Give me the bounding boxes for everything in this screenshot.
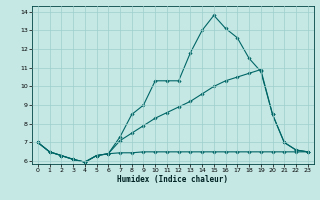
X-axis label: Humidex (Indice chaleur): Humidex (Indice chaleur) bbox=[117, 175, 228, 184]
